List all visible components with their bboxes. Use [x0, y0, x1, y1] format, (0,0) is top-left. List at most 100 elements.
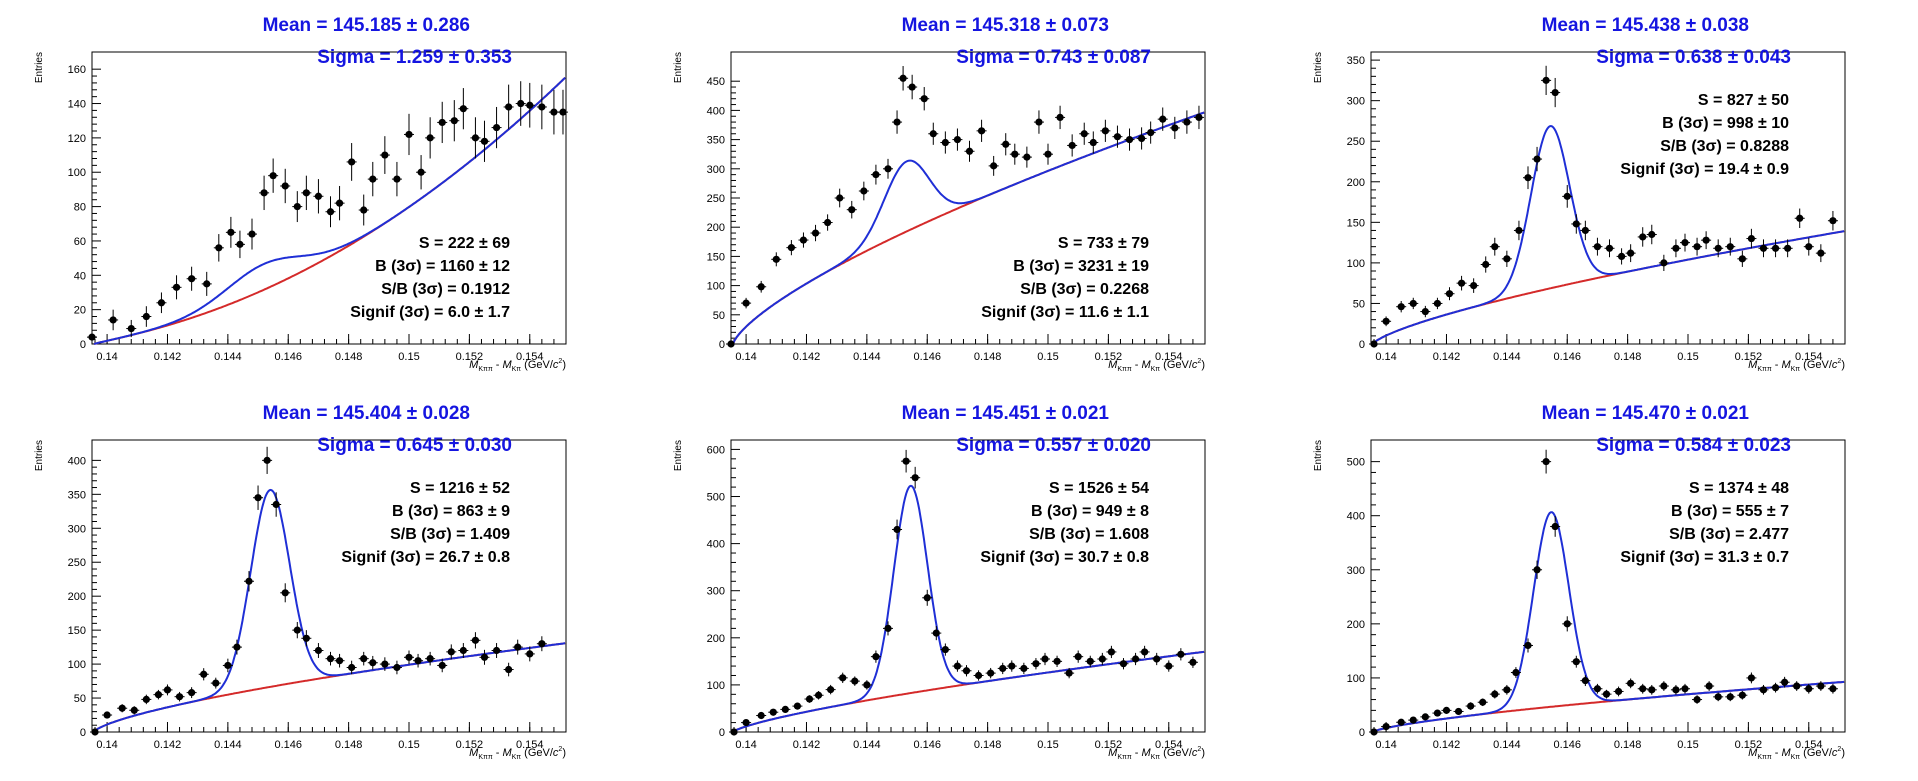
fit-panel-3: 0 50 100 150 200 250 300 350 0.14 0.142 0.144 0.146… — [1279, 0, 1918, 388]
y-tick-label: 350 — [1347, 55, 1365, 67]
data-point — [824, 218, 832, 227]
data-point — [1639, 233, 1647, 241]
y-tick-label: 500 — [1347, 457, 1365, 469]
data-point — [1177, 650, 1185, 658]
x-tick-label: 0.144 — [1493, 739, 1521, 751]
data-point — [245, 577, 253, 585]
data-point — [405, 130, 413, 139]
data-point — [1533, 155, 1541, 163]
data-point — [1023, 153, 1031, 161]
x-tick-label: 0.152 — [1735, 739, 1763, 751]
stats-line-4: Signif (3σ) = 11.6 ± 1.1 — [981, 304, 1149, 321]
data-point — [450, 117, 458, 125]
stats-line-4: Signif (3σ) = 19.4 ± 0.9 — [1620, 161, 1789, 178]
data-point — [393, 175, 401, 183]
data-point — [1793, 682, 1801, 690]
data-point — [1759, 686, 1768, 694]
data-point — [929, 130, 937, 138]
data-point — [1467, 702, 1475, 710]
mean-label: Mean = 145.470 ± 0.021 — [1542, 403, 1750, 424]
data-point — [254, 494, 262, 502]
y-tick-label: 350 — [68, 489, 86, 501]
data-point — [1397, 718, 1405, 726]
y-tick-label: 250 — [707, 193, 725, 205]
data-point — [1470, 282, 1478, 290]
x-tick-label: 0.142 — [1433, 351, 1461, 363]
y-tick-label: 300 — [707, 586, 725, 598]
y-tick-label: 160 — [68, 64, 86, 76]
data-point — [492, 123, 501, 132]
data-point — [1572, 220, 1580, 228]
data-point — [730, 728, 738, 736]
plot-frame — [91, 51, 567, 345]
data-point — [1593, 243, 1602, 251]
data-point — [987, 669, 995, 677]
x-tick-label: 0.154 — [516, 739, 544, 751]
sigma-label: Sigma = 0.743 ± 0.087 — [956, 47, 1151, 68]
data-point — [559, 108, 567, 116]
data-point — [1421, 307, 1429, 316]
x-tick-label: 0.14 — [96, 351, 117, 363]
data-point — [1056, 113, 1064, 122]
data-point — [974, 671, 983, 680]
data-point — [1053, 657, 1061, 665]
data-point — [920, 95, 928, 103]
plot-frame — [1370, 439, 1846, 733]
data-point — [1796, 214, 1804, 222]
data-point — [1747, 674, 1756, 682]
y-tick-label: 200 — [707, 633, 725, 645]
data-point — [293, 202, 301, 211]
y-tick-label: 500 — [707, 492, 725, 504]
data-point — [1714, 693, 1722, 701]
data-point — [793, 702, 802, 710]
stats-line-4: Signif (3σ) = 31.3 ± 0.7 — [1620, 549, 1789, 566]
fit-panel-4: 0 50 100 150 200 250 300 350 400 0.14 0.142 0.144 0.… — [0, 388, 639, 776]
data-point — [1002, 140, 1010, 148]
data-point — [1370, 340, 1378, 348]
x-tick-label: 0.146 — [913, 739, 941, 751]
x-tick-label: 0.142 — [1433, 739, 1461, 751]
data-point — [405, 653, 413, 661]
x-tick-label: 0.154 — [516, 351, 544, 363]
x-tick-label: 0.15 — [1037, 739, 1058, 751]
x-tick-label: 0.148 — [1614, 351, 1642, 363]
data-point — [977, 127, 986, 135]
data-point — [757, 711, 765, 720]
y-tick-label: 50 — [74, 693, 86, 705]
data-point — [1593, 685, 1602, 693]
stats-line-1: S = 827 ± 50 — [1698, 92, 1789, 109]
data-point — [538, 640, 546, 648]
data-point — [1397, 303, 1405, 311]
data-point — [109, 316, 117, 324]
x-tick-label: 0.14 — [1375, 351, 1396, 363]
data-point — [1491, 243, 1499, 251]
data-point — [1551, 522, 1559, 531]
data-point — [1563, 192, 1571, 200]
data-point — [272, 500, 280, 509]
data-point — [1421, 713, 1429, 721]
data-point — [860, 187, 868, 195]
y-tick-label: 0 — [719, 339, 725, 351]
data-point — [1639, 685, 1647, 693]
data-point — [1382, 722, 1390, 731]
x-tick-label: 0.15 — [1037, 351, 1058, 363]
x-axis-label: MKππ - MKπ (GeV/c2) — [1108, 358, 1205, 373]
x-tick-label: 0.142 — [793, 739, 821, 751]
x-tick-label: 0.146 — [1553, 351, 1581, 363]
x-tick-label: 0.142 — [154, 351, 182, 363]
data-point — [727, 340, 735, 348]
data-point — [459, 646, 467, 655]
data-point — [438, 118, 446, 127]
data-point — [1442, 706, 1451, 714]
mean-label: Mean = 145.318 ± 0.073 — [902, 15, 1109, 36]
data-point — [1065, 669, 1073, 677]
data-point — [233, 643, 241, 651]
data-point — [88, 333, 96, 341]
data-point — [538, 103, 546, 111]
data-point — [1044, 150, 1052, 158]
plot-frame — [91, 439, 567, 733]
data-point — [224, 661, 232, 670]
y-tick-label: 100 — [68, 659, 86, 671]
stats-line-1: S = 1374 ± 48 — [1689, 480, 1789, 497]
plot-frame — [730, 439, 1206, 733]
